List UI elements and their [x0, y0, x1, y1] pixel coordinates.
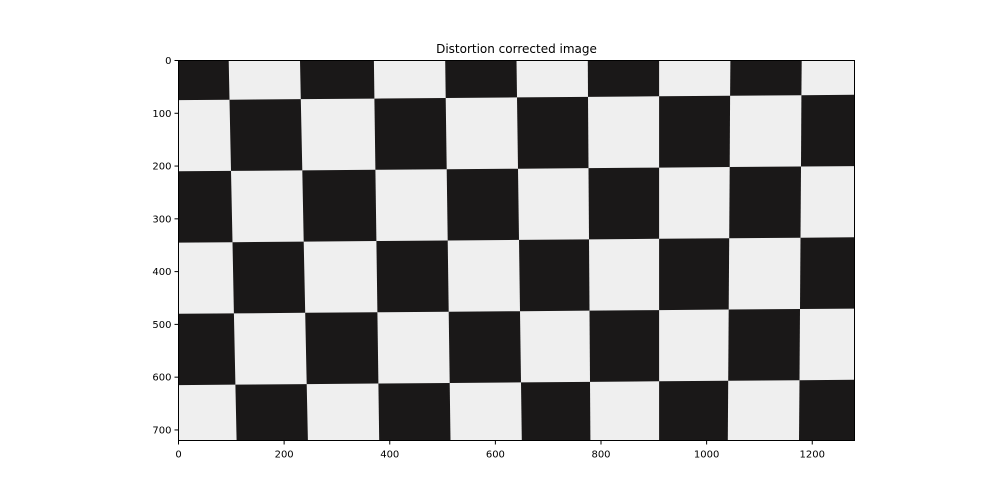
y-tick-label: 400 [152, 267, 171, 278]
y-tick-label: 200 [152, 162, 171, 173]
image-area [179, 61, 855, 441]
y-tick-label: 700 [152, 425, 171, 436]
checker-square-dark [659, 238, 729, 310]
checker-square-dark [374, 98, 446, 170]
checker-square-dark [179, 171, 233, 243]
checker-square-dark [728, 309, 800, 381]
y-tick-label: 300 [152, 214, 171, 225]
checker-square-dark [445, 61, 517, 99]
checker-square-dark [517, 97, 589, 169]
checker-square-dark [729, 167, 801, 239]
checker-square-dark [179, 61, 230, 101]
y-tick-label: 500 [152, 320, 171, 331]
checker-square-dark [590, 310, 660, 382]
checker-square-dark [589, 168, 660, 240]
checker-square-dark [799, 380, 855, 441]
checker-square-dark [659, 381, 728, 441]
checker-square-dark [519, 239, 590, 311]
y-tick-label: 600 [152, 373, 171, 384]
checker-square-dark [800, 237, 855, 309]
checker-square-dark [659, 96, 730, 168]
x-tick-label: 800 [591, 450, 610, 461]
x-tick-label: 0 [175, 450, 181, 461]
checker-square-dark [801, 95, 855, 167]
x-tick-label: 400 [380, 450, 399, 461]
x-tick-label: 1000 [694, 450, 719, 461]
checker-square-dark [447, 169, 519, 241]
checker-square-dark [588, 61, 659, 97]
y-tick-label: 0 [165, 56, 171, 67]
checker-square-dark [730, 61, 802, 96]
x-axis: 0 200 400 600 800 1000 1200 [175, 441, 825, 461]
checker-square-dark [449, 311, 521, 383]
x-tick-label: 200 [275, 450, 294, 461]
x-tick-label: 600 [486, 450, 505, 461]
checker-square-dark [230, 99, 303, 171]
y-axis: 0 100 200 300 400 500 600 700 [152, 56, 178, 436]
y-tick-label: 100 [152, 109, 171, 120]
checker-square-dark [302, 170, 376, 242]
checker-square-dark [235, 384, 308, 440]
checker-square-dark [300, 61, 374, 100]
checker-square-dark [521, 382, 590, 441]
checker-square-dark [378, 383, 450, 441]
checker-square-dark [376, 241, 448, 313]
checker-square-dark [233, 242, 306, 314]
checker-square-dark [305, 312, 378, 384]
checker-square-dark [179, 313, 236, 385]
x-tick-label: 1200 [800, 450, 825, 461]
